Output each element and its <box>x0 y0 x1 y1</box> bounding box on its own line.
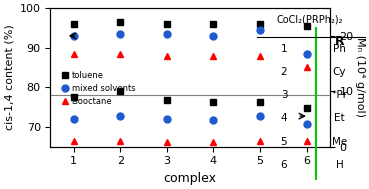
X-axis label: complex: complex <box>164 172 217 185</box>
Text: Cy: Cy <box>333 67 346 77</box>
Text: Et: Et <box>334 113 345 123</box>
Y-axis label: cis-1,4 content (%): cis-1,4 content (%) <box>4 25 14 130</box>
Text: 2: 2 <box>281 67 287 77</box>
Text: Me: Me <box>332 137 347 147</box>
Text: 1: 1 <box>281 44 287 54</box>
Text: R: R <box>335 35 344 48</box>
Y-axis label: Mₙ (10⁴ g/mol): Mₙ (10⁴ g/mol) <box>355 37 365 117</box>
Text: Ph: Ph <box>333 44 346 54</box>
Text: 5: 5 <box>281 137 287 147</box>
Text: ⁺Pr: ⁺Pr <box>331 90 348 100</box>
Text: 3: 3 <box>281 90 287 100</box>
Text: 6: 6 <box>281 160 287 170</box>
Text: 4: 4 <box>281 113 287 123</box>
Text: CoCl₂(PRPh₂)₂: CoCl₂(PRPh₂)₂ <box>277 14 343 24</box>
Legend: toluene, mixed solvents, isooctane: toluene, mixed solvents, isooctane <box>58 67 138 109</box>
Text: H: H <box>335 160 344 170</box>
